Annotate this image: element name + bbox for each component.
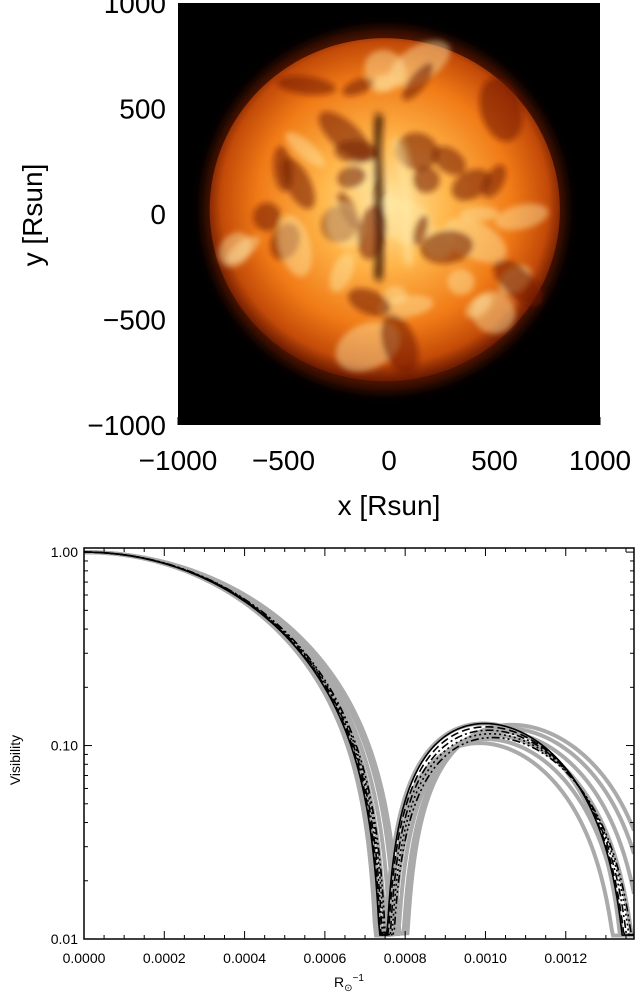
- black-visibility-curve: [84, 551, 634, 936]
- map-x-axis-label: x [Rsun]: [338, 490, 441, 521]
- plot-y-tick-label: 0.10: [51, 738, 78, 754]
- bright-granule: [447, 269, 475, 296]
- map-x-tick-label: −500: [252, 445, 315, 476]
- dark-lane: [348, 288, 391, 317]
- visibility-curves: [84, 550, 634, 938]
- dark-lane: [420, 230, 474, 264]
- map-y-tick-label: 500: [119, 94, 166, 125]
- plot-ticks: [83, 548, 634, 940]
- bright-granule: [329, 252, 355, 293]
- plot-x-tick-label: 0.0002: [143, 950, 186, 966]
- visibility-plot-svg: 0.0000 0.0002 0.0004 0.0006 0.0008 0.0010 0.00…: [7, 544, 635, 994]
- bright-granule: [383, 285, 407, 304]
- dark-lane: [482, 164, 507, 198]
- plot-x-axis-label: R⊙−1: [334, 973, 364, 994]
- dark-lane: [253, 202, 281, 232]
- map-y-ticks: 1000 500 0 −500 −1000: [87, 0, 166, 441]
- plot-frame: [83, 547, 635, 940]
- bright-filament: [390, 137, 416, 267]
- stellar-disk: [203, 28, 566, 391]
- intensity-map-svg: −1000 −500 0 500 1000 1000 500 0 −500 −1000 x [R…: [17, 0, 631, 521]
- visibility-plot-panel: 0.0000 0.0002 0.0004 0.0006 0.0008 0.0010 0.00…: [0, 530, 636, 996]
- plot-x-tick-labels: 0.0000 0.0002 0.0004 0.0006 0.0008 0.0010 0.00…: [63, 950, 588, 966]
- plot-x-tick-label: 0.0010: [464, 950, 507, 966]
- map-y-tick-label: 0: [150, 199, 166, 230]
- dark-lane: [342, 77, 376, 96]
- x-label-main: R: [334, 974, 344, 990]
- dark-lane: [402, 62, 434, 101]
- plot-x-tick-label: 0.0000: [63, 950, 106, 966]
- bright-granule: [326, 203, 363, 248]
- dark-lane: [451, 168, 491, 201]
- x-label-sup: −1: [353, 973, 365, 984]
- plot-y-tick-labels: 1.00 0.10 0.01: [51, 544, 78, 947]
- plot-x-tick-label: 0.0004: [223, 950, 266, 966]
- bright-granule: [285, 132, 325, 167]
- map-x-tick-label: −1000: [139, 445, 218, 476]
- granulation: [218, 40, 549, 375]
- plot-x-tick-label: 0.0006: [303, 950, 346, 966]
- intensity-map-panel: −1000 −500 0 500 1000 1000 500 0 −500 −1000 x [R…: [17, 0, 631, 521]
- plot-y-tick-label: 0.01: [51, 931, 78, 947]
- bright-granule: [465, 294, 492, 319]
- bright-granule: [459, 206, 499, 222]
- dark-filament: [368, 112, 390, 282]
- map-x-ticks: −1000 −500 0 500 1000: [139, 417, 631, 476]
- bright-granule: [278, 214, 312, 277]
- map-y-tick-label: 1000: [104, 0, 166, 19]
- dark-lane: [380, 314, 419, 375]
- dark-lane: [432, 145, 466, 176]
- plot-x-tick-label: 0.0012: [544, 950, 587, 966]
- map-y-axis-label: y [Rsun]: [17, 164, 48, 267]
- bright-granule: [364, 49, 407, 91]
- map-y-tick-label: −500: [103, 305, 166, 336]
- map-x-tick-label: 1000: [569, 445, 631, 476]
- map-x-tick-label: 0: [381, 445, 397, 476]
- map-x-tick-label: 500: [471, 445, 518, 476]
- dark-lane: [412, 166, 440, 193]
- dark-lane: [276, 75, 336, 96]
- black-visibility-curve: [84, 551, 634, 936]
- black-visibility-curve: [84, 551, 634, 936]
- bright-granule: [495, 203, 549, 231]
- dark-lane: [337, 166, 367, 189]
- black-visibility-curve: [84, 551, 634, 936]
- plot-x-tick-label: 0.0008: [384, 950, 427, 966]
- dark-lane: [493, 259, 543, 307]
- dark-lane: [334, 140, 378, 164]
- bright-granule: [218, 232, 252, 268]
- map-image: [178, 3, 600, 425]
- dark-lane: [479, 77, 523, 142]
- black-visibility-curve: [84, 551, 634, 936]
- plot-y-axis-label: Visibility: [7, 735, 23, 785]
- dark-lane: [281, 157, 315, 210]
- dark-lane: [412, 215, 429, 246]
- map-y-tick-label: −1000: [87, 410, 166, 441]
- x-label-sub: ⊙: [344, 983, 352, 994]
- plot-y-tick-label: 1.00: [51, 544, 78, 560]
